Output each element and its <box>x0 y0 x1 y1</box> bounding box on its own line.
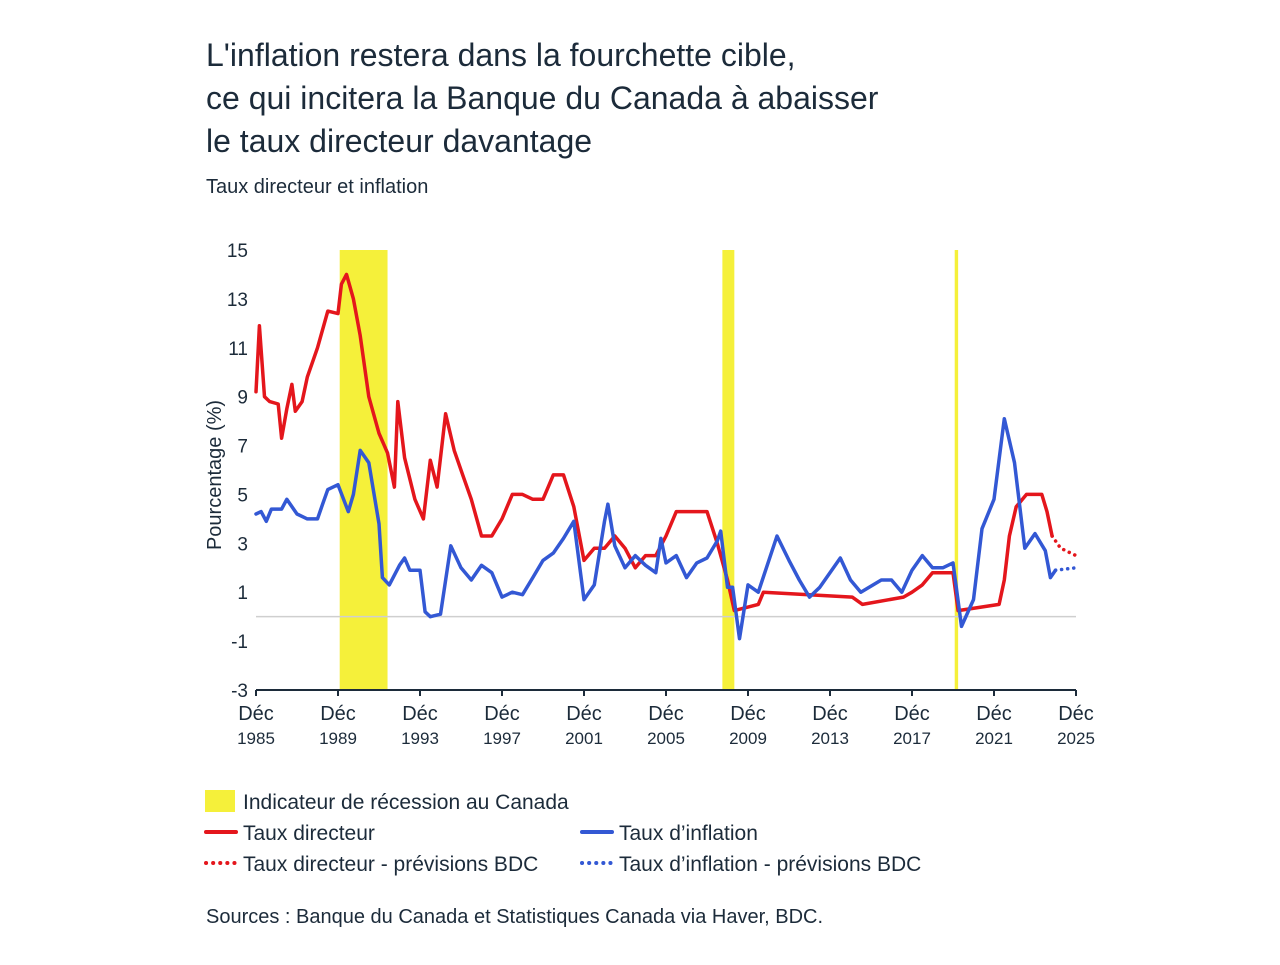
chart-title: ce qui incitera la Banque du Canada à ab… <box>206 80 879 116</box>
x-tick-label: Déc 1985 <box>237 703 275 748</box>
x-tick-label: Déc 2005 <box>647 703 685 748</box>
series-line <box>254 272 1054 613</box>
y-tick-label: -3 <box>231 681 248 702</box>
x-tick-label: Déc 2013 <box>811 703 849 748</box>
y-tick-label: 1 <box>237 583 248 604</box>
y-tick-label: 9 <box>237 388 248 409</box>
legend-label: Taux d’inflation <box>619 822 758 845</box>
x-tick-label: Déc 2021 <box>975 703 1013 748</box>
x-tick-label: Déc 2009 <box>729 703 767 748</box>
forecast-line <box>1050 534 1078 558</box>
x-tick-label: Déc 1997 <box>483 703 521 748</box>
legend-label: Taux directeur - prévisions BDC <box>243 853 538 876</box>
x-tick-label: Déc 2017 <box>893 703 931 748</box>
y-tick-label: 13 <box>227 290 248 311</box>
legend-label: Taux d’inflation - prévisions BDC <box>619 853 921 876</box>
x-tick-label: Déc 1989 <box>319 703 357 748</box>
lines <box>254 272 1078 641</box>
legend: Indicateur de récession au Canada Taux di… <box>204 790 921 876</box>
forecast-line <box>1053 566 1078 572</box>
y-axis-label: Pourcentage (%) <box>204 400 226 550</box>
source-note: Sources : Banque du Canada et Statistiqu… <box>206 906 823 928</box>
recession-band <box>339 250 388 690</box>
legend-swatch <box>205 790 235 812</box>
chart-title: L'inflation restera dans la fourchette c… <box>206 37 796 73</box>
recession-band <box>722 250 735 690</box>
recession-band <box>954 250 959 690</box>
series-line <box>254 416 1058 641</box>
x-tick-label: Déc 2025 <box>1057 703 1095 748</box>
y-tick-label: 3 <box>237 534 248 555</box>
y-tick-label: -1 <box>231 632 248 653</box>
legend-label: Indicateur de récession au Canada <box>243 791 569 814</box>
y-tick-label: 7 <box>237 437 248 458</box>
chart-subtitle: Taux directeur et inflation <box>206 176 428 198</box>
chart-title: le taux directeur davantage <box>206 123 592 159</box>
x-tick-label: Déc 2001 <box>565 703 603 748</box>
x-tick-label: Déc 1993 <box>401 703 439 748</box>
y-tick-label: 5 <box>237 485 248 506</box>
legend-label: Taux directeur <box>243 822 375 845</box>
y-tick-label: 15 <box>227 241 248 262</box>
y-tick-label: 11 <box>228 339 248 360</box>
